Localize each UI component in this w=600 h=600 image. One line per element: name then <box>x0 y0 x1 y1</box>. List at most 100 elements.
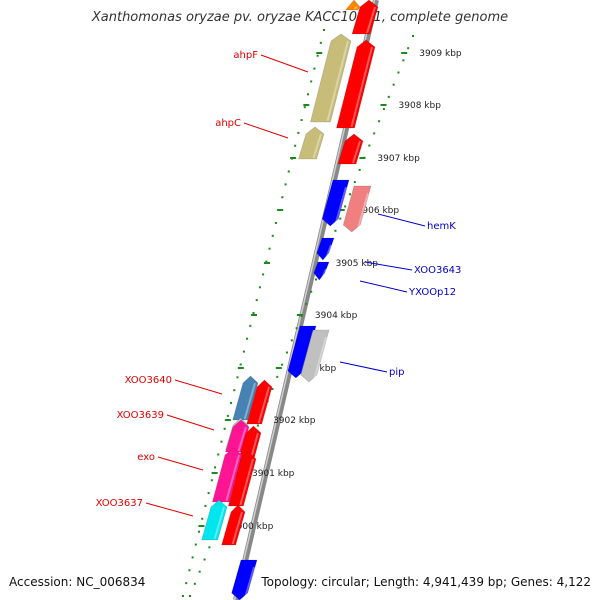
gene-feature-shade <box>354 6 358 10</box>
gene-feature-shade <box>350 46 373 128</box>
gene-feature-10[interactable] <box>287 325 317 379</box>
inner-ring-dot <box>236 376 239 379</box>
outer-ring-dot <box>198 570 201 573</box>
outer-ring-dot <box>382 108 385 111</box>
gene-feature-19[interactable] <box>201 499 228 541</box>
inner-ring-dot <box>262 273 265 276</box>
label-leader-line <box>339 361 388 373</box>
gene-feature-18[interactable] <box>227 451 257 507</box>
gene-feature-shade <box>312 336 327 382</box>
gene-feature-shade <box>334 186 347 226</box>
gene-feature-21[interactable] <box>231 559 258 600</box>
inner-ring-dot <box>210 479 213 482</box>
gene-feature-1[interactable] <box>344 0 361 11</box>
gene-feature-13[interactable] <box>246 379 273 425</box>
outer-ring-dot <box>208 546 211 549</box>
tick-label: 3905 kbp <box>336 259 379 269</box>
gene-feature-shade <box>320 268 327 280</box>
gene-feature-7[interactable] <box>342 185 372 233</box>
outer-ring-dot <box>290 339 293 342</box>
feature-track <box>201 0 379 600</box>
accession-text: Accession: NC_006834 <box>9 575 145 589</box>
inner-ring-dot <box>300 119 303 122</box>
gene-label-left: ahpF <box>233 50 258 61</box>
label-leader-line <box>377 213 426 227</box>
gene-feature-6[interactable] <box>321 179 350 227</box>
inner-ring-dot <box>226 414 229 417</box>
outer-ring-dot <box>339 217 342 220</box>
inner-ring-dot <box>220 440 223 443</box>
tick-label: 3901 kbp <box>252 469 295 479</box>
inner-ring-dot <box>258 286 261 289</box>
outer-ring-dot <box>203 558 206 561</box>
inner-ring-dot <box>310 80 313 83</box>
outer-ring-dot <box>281 363 284 366</box>
gene-label-right: YXOOp12 <box>408 287 456 298</box>
outer-ring-dot <box>412 35 414 37</box>
inner-ring-dot <box>287 170 290 173</box>
outer-ring-dot <box>285 351 288 354</box>
outer-ring-dot <box>353 181 356 184</box>
inner-ring-dot <box>294 144 297 147</box>
outer-ring-dot <box>368 144 371 147</box>
gene-feature-2[interactable] <box>335 39 376 129</box>
outer-ring-dot <box>334 229 337 232</box>
gene-label-left: XOO3640 <box>125 375 172 386</box>
inner-ring-dot <box>255 299 258 302</box>
outer-ring-dot <box>378 120 381 123</box>
label-leader-line <box>260 54 309 73</box>
outer-ring-dot <box>305 302 308 305</box>
gene-feature-shade <box>312 133 322 159</box>
inner-ring-dot <box>297 131 300 134</box>
inner-ring-dot <box>252 312 255 314</box>
outer-ring-dot <box>193 582 196 585</box>
outer-ring-dot <box>387 95 390 98</box>
inner-ring-dot <box>207 492 210 495</box>
inner-ring-dot <box>191 556 194 559</box>
inner-ring-dot <box>323 29 325 31</box>
gene-feature-8[interactable] <box>316 237 335 261</box>
gene-labels: ahpF ahpC XOO3640 XOO3639 exo XOO3637 hemK XOO3… <box>96 50 461 517</box>
gene-feature-shade <box>237 426 247 452</box>
gene-feature-shade <box>326 40 349 122</box>
inner-ring-dot <box>274 221 277 224</box>
gene-label-left: XOO3639 <box>117 410 164 421</box>
gene-label-right: hemK <box>427 221 456 232</box>
topology-text: Topology: circular; Length: 4,941,439 bp… <box>260 575 591 589</box>
inner-ring-dot <box>204 504 207 507</box>
outer-ring-dot <box>373 132 376 135</box>
tick-label: 3906 kbp <box>357 206 400 216</box>
gene-feature-9[interactable] <box>313 261 330 281</box>
gene-feature-3[interactable] <box>309 33 352 123</box>
outer-ring-dot <box>344 205 347 208</box>
gene-feature-12[interactable] <box>232 375 259 421</box>
label-leader-line <box>174 379 223 395</box>
outer-ring-dot <box>315 278 318 281</box>
gene-label-right: pip <box>389 367 404 378</box>
inner-ring-dot <box>249 324 252 327</box>
label-leader-line <box>145 502 194 517</box>
inner-ring-dot <box>268 247 271 250</box>
gene-feature-5[interactable] <box>297 126 325 160</box>
inner-ring-dot <box>313 67 316 70</box>
label-leader-line <box>157 456 204 471</box>
gene-feature-4[interactable] <box>337 133 364 165</box>
gene-label-left: XOO3637 <box>96 498 143 509</box>
inner-ring-dot <box>230 402 233 405</box>
inner-ring-dot <box>188 569 191 572</box>
inner-ring-dot <box>223 427 226 430</box>
map-title: Xanthomonas oryzae pv. oryzae KACC10331,… <box>91 10 508 25</box>
outer-ring-dot <box>256 424 259 427</box>
outer-ring-dot <box>310 290 313 293</box>
gene-feature-11[interactable] <box>300 329 330 383</box>
gene-feature-20[interactable] <box>221 504 246 546</box>
inner-ring-dot <box>201 517 204 520</box>
tick-label: 3908 kbp <box>399 101 442 111</box>
gene-feature-17[interactable] <box>211 447 243 503</box>
label-leader-line <box>359 280 408 293</box>
gene-feature-0[interactable] <box>351 0 379 35</box>
inner-ring-dot <box>319 41 322 44</box>
inner-ring-dot <box>185 582 188 585</box>
outer-ring-dot <box>189 595 191 597</box>
